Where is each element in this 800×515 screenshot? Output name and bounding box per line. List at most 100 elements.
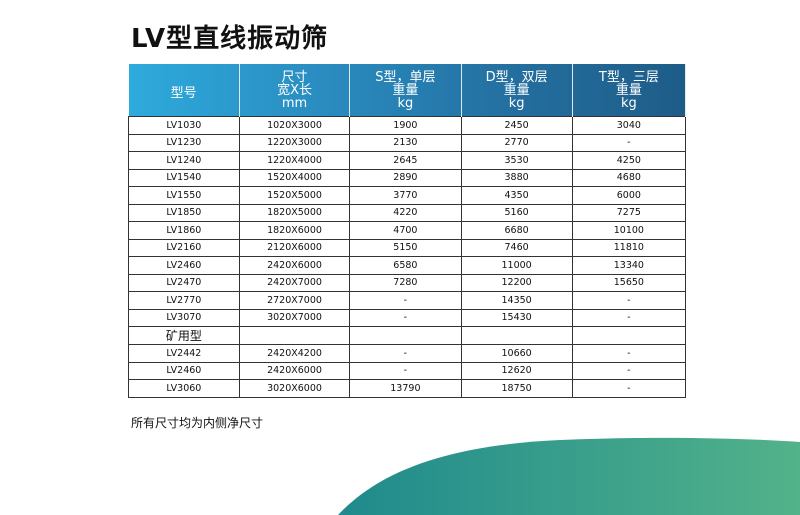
table-cell: 3880	[460, 168, 573, 187]
table-row: LV1550 1520X5000 3770 4350 6000	[128, 186, 687, 205]
header-line: T型，三层	[598, 69, 659, 85]
table-row: LV2470 2420X7000 7280 12200 15650	[128, 273, 687, 292]
table-cell: 3020X7000	[238, 308, 351, 327]
table-cell: 7460	[460, 238, 573, 257]
table-cell: 矿用型	[128, 326, 240, 345]
table-cell: 13340	[571, 256, 687, 275]
table-cell: 1520X4000	[238, 168, 351, 187]
table-cell: 4350	[460, 186, 573, 205]
header-line: mm	[281, 95, 308, 111]
header-line: kg	[620, 95, 637, 111]
table-cell: 4220	[349, 203, 462, 222]
spec-table: 型号 尺寸 宽X长 mm S型，单层 重量 kg D型，双层 重量 kg T型，三层 重量 kg LV1…	[128, 64, 687, 398]
table-row: LV1030 1020X3000 1900 2450 3040	[128, 116, 687, 135]
table-cell: -	[349, 291, 462, 310]
table-cell: LV1540	[128, 168, 240, 187]
table-cell: 2770	[460, 133, 573, 152]
table-cell: -	[571, 379, 687, 398]
table-row: LV1230 1220X3000 2130 2770-	[128, 133, 687, 152]
table-cell: 15430	[460, 308, 573, 327]
table-cell: 6000	[571, 186, 687, 205]
table-row: 矿用型	[128, 326, 687, 345]
table-row: LV1240 1220X4000 2645 3530 4250	[128, 151, 687, 170]
table-cell: 3020X6000	[238, 379, 351, 398]
table-cell: LV1230	[128, 133, 240, 152]
header-line: D型，双层	[485, 69, 548, 85]
table-row: LV2460 2420X6000-12620-	[128, 361, 687, 380]
column-header: S型，单层 重量 kg	[349, 64, 462, 117]
table-cell: 1820X6000	[238, 221, 351, 240]
table-cell: LV1240	[128, 151, 240, 170]
table-cell: -	[349, 361, 462, 380]
table-cell	[349, 326, 462, 345]
header-line: 宽X长	[277, 82, 312, 98]
table-cell: 13790	[349, 379, 462, 398]
table-cell: LV1550	[128, 186, 240, 205]
table-row: LV2460 2420X6000 6580 11000 13340	[128, 256, 687, 275]
table-cell: 6680	[460, 221, 573, 240]
table-cell: 2130	[349, 133, 462, 152]
table-cell: -	[571, 361, 687, 380]
table-cell: 11000	[460, 256, 573, 275]
table-cell: LV2470	[128, 273, 240, 292]
table-row: LV3070 3020X7000-15430-	[128, 308, 687, 327]
table-cell: 2420X6000	[238, 256, 351, 275]
header-line: 重量	[503, 82, 530, 98]
table-cell: 12200	[460, 273, 573, 292]
table-cell: LV2160	[128, 238, 240, 257]
table-row: LV3060 3020X6000 13790 18750-	[128, 379, 687, 398]
table-cell: 4250	[571, 151, 687, 170]
table-cell: 3770	[349, 186, 462, 205]
table-cell: 5150	[349, 238, 462, 257]
table-cell: 3530	[460, 151, 573, 170]
table-cell: LV1030	[128, 116, 240, 135]
table-cell: 14350	[460, 291, 573, 310]
table-cell: LV2460	[128, 256, 240, 275]
table-cell	[238, 326, 351, 345]
table-cell: 10100	[571, 221, 687, 240]
page-title: LV型直线振动筛	[131, 24, 329, 54]
header-line: kg	[508, 95, 525, 111]
table-row: LV2770 2720X7000-14350-	[128, 291, 687, 310]
table-cell: -	[349, 308, 462, 327]
column-header: 尺寸 宽X长 mm	[239, 64, 351, 117]
table-cell: 7280	[349, 273, 462, 292]
column-header: 型号	[128, 64, 240, 117]
table-cell: 2420X7000	[238, 273, 351, 292]
table-cell: 7275	[571, 203, 687, 222]
table-header: 型号 尺寸 宽X长 mm S型，单层 重量 kg D型，双层 重量 kg T型，三层 重量 kg	[128, 64, 687, 117]
table-cell: 2450	[460, 116, 573, 135]
table-cell: -	[571, 308, 687, 327]
table-cell: LV3060	[128, 379, 240, 398]
table-cell: LV2442	[128, 344, 240, 363]
table-cell: 15650	[571, 273, 687, 292]
table-cell: 4700	[349, 221, 462, 240]
header-line: 型号	[170, 85, 197, 101]
column-header: D型，双层 重量 kg	[461, 64, 573, 117]
table-cell: 1220X3000	[238, 133, 351, 152]
header-line: S型，单层	[375, 69, 436, 85]
table-cell: LV2770	[128, 291, 240, 310]
table-row: LV2160 2120X6000 5150 7460 11810	[128, 238, 687, 257]
table-cell: 11810	[571, 238, 687, 257]
table-cell: 18750	[460, 379, 573, 398]
header-line: 重量	[392, 82, 419, 98]
header-line: kg	[397, 95, 414, 111]
table-cell: 1900	[349, 116, 462, 135]
table-cell: -	[571, 291, 687, 310]
header-line: 重量	[615, 82, 642, 98]
table-cell: -	[571, 344, 687, 363]
column-header: T型，三层 重量 kg	[572, 64, 687, 117]
table-cell: 2420X4200	[238, 344, 351, 363]
table-cell	[571, 326, 687, 345]
table-cell: 2645	[349, 151, 462, 170]
table-cell: 3040	[571, 116, 687, 135]
table-cell: LV3070	[128, 308, 240, 327]
table-cell: 5160	[460, 203, 573, 222]
table-cell	[460, 326, 573, 345]
table-cell: 4680	[571, 168, 687, 187]
table-cell: 10660	[460, 344, 573, 363]
table-row: LV1850 1820X5000 4220 5160 7275	[128, 203, 687, 222]
table-cell: 2120X6000	[238, 238, 351, 257]
